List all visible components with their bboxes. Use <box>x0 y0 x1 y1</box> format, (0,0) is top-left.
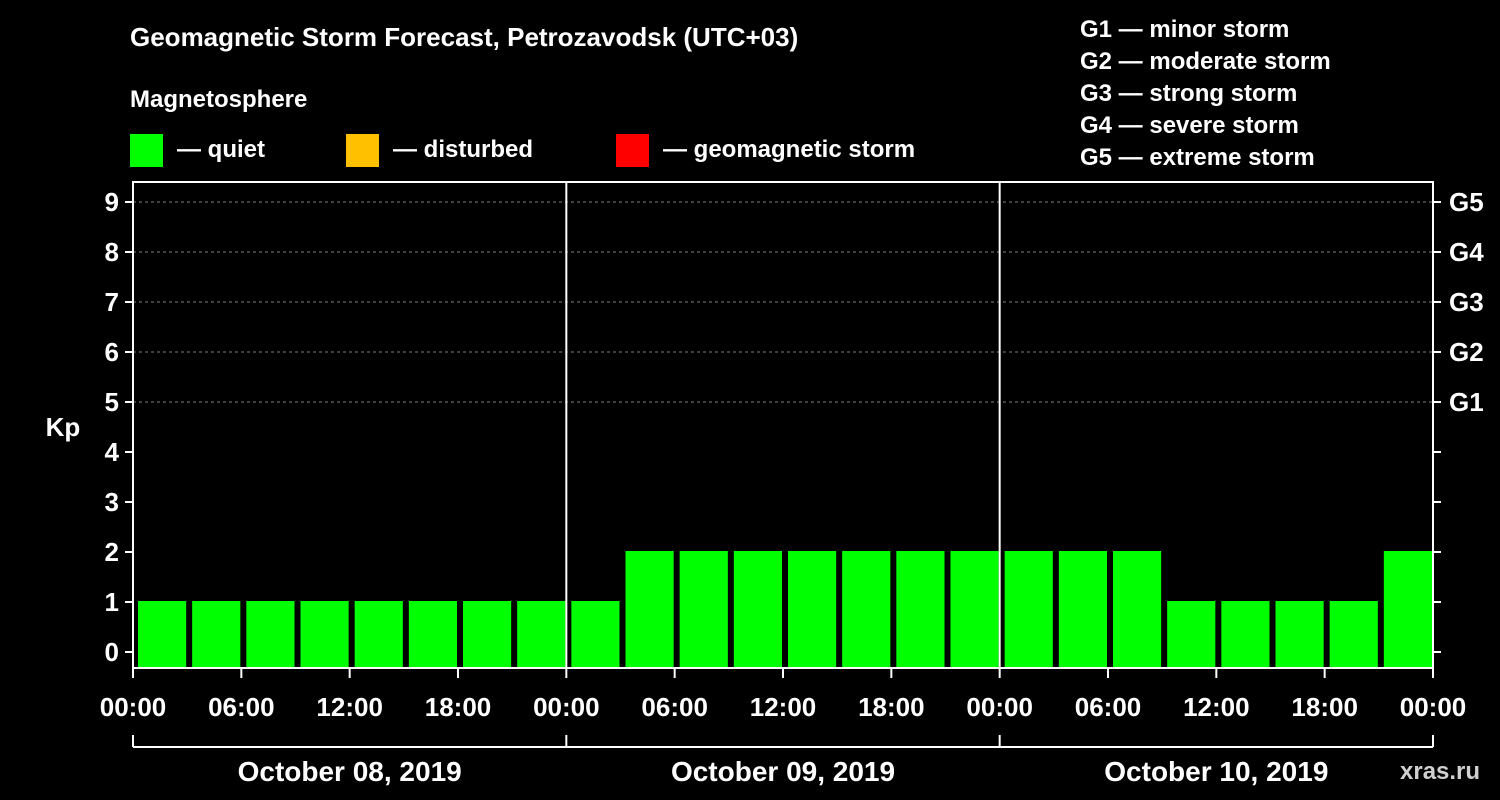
g-scale-g2: G2 — moderate storm <box>1080 48 1331 75</box>
kp-bar-8 <box>571 601 620 668</box>
chart-title: Geomagnetic Storm Forecast, Petrozavodsk… <box>130 22 799 52</box>
x-tick-label-9: 06:00 <box>1075 692 1142 722</box>
x-tick-label-8: 00:00 <box>966 692 1033 722</box>
g-level-label-g3: G3 <box>1449 287 1484 317</box>
legend-item-disturbed: — disturbed <box>346 133 533 167</box>
y-tick-label-4: 4 <box>105 437 120 467</box>
plot-frame <box>132 181 1434 669</box>
kp-bar-12 <box>788 551 837 668</box>
x-tick-label-6: 12:00 <box>750 692 817 722</box>
kp-bar-10 <box>679 551 728 668</box>
y-tick-label-3: 3 <box>105 487 119 517</box>
kp-bar-14 <box>896 551 945 668</box>
kp-bar-22 <box>1329 601 1378 668</box>
g-scale-legend: G1 — minor storm G2 — moderate storm G3 … <box>1080 14 1331 174</box>
x-tick-label-2: 12:00 <box>316 692 383 722</box>
kp-bar-2 <box>246 601 295 668</box>
g-scale-g3: G3 — strong storm <box>1080 80 1298 107</box>
x-tick-label-5: 06:00 <box>641 692 708 722</box>
watermark: xras.ru <box>1400 758 1481 785</box>
x-tick-label-7: 18:00 <box>858 692 925 722</box>
kp-bar-3 <box>300 601 349 668</box>
kp-bar-6 <box>463 601 512 668</box>
x-tick-label-10: 12:00 <box>1183 692 1250 722</box>
kp-bar-23 <box>1383 551 1432 668</box>
x-tick-label-0: 00:00 <box>100 692 167 722</box>
g-scale-g4: G4 — severe storm <box>1080 112 1299 139</box>
kp-bar-1 <box>192 601 241 668</box>
x-tick-label-11: 18:00 <box>1291 692 1358 722</box>
x-tick-label-3: 18:00 <box>425 692 492 722</box>
day-label-2: October 10, 2019 <box>1104 756 1328 787</box>
legend-label-storm: — geomagnetic storm <box>663 136 916 163</box>
legend-item-quiet: — quiet <box>130 133 265 167</box>
kp-bar-17 <box>1058 551 1107 668</box>
g-level-label-g1: G1 <box>1449 387 1484 417</box>
y-axis-label: Kp <box>46 412 81 442</box>
kp-bar-16 <box>1004 551 1053 668</box>
kp-bar-15 <box>950 551 999 668</box>
g-level-label-g4: G4 <box>1449 237 1484 267</box>
legend-label-quiet: — quiet <box>177 136 265 163</box>
y-tick-label-7: 7 <box>105 287 119 317</box>
g-level-label-g5: G5 <box>1449 187 1484 217</box>
kp-bar-18 <box>1113 551 1162 668</box>
kp-bar-0 <box>138 601 187 668</box>
legend-swatch-storm <box>616 133 649 167</box>
legend-heading: Magnetosphere <box>130 86 308 113</box>
legend-label-disturbed: — disturbed <box>393 136 534 163</box>
g-scale-g5: G5 — extreme storm <box>1080 144 1315 171</box>
kp-bar-9 <box>625 551 674 668</box>
kp-bar-11 <box>733 551 782 668</box>
y-tick-label-8: 8 <box>105 237 119 267</box>
kp-bar-21 <box>1275 601 1324 668</box>
day-label-0: October 08, 2019 <box>238 756 462 787</box>
y-tick-label-6: 6 <box>105 337 119 367</box>
day-label-1: October 09, 2019 <box>671 756 895 787</box>
x-tick-label-4: 00:00 <box>533 692 600 722</box>
g-level-label-g2: G2 <box>1449 337 1484 367</box>
kp-bar-13 <box>842 551 891 668</box>
y-tick-label-9: 9 <box>105 187 119 217</box>
y-tick-label-2: 2 <box>105 537 119 567</box>
legend-swatch-disturbed <box>346 133 379 167</box>
x-tick-label-1: 06:00 <box>208 692 275 722</box>
legend-swatch-quiet <box>130 133 163 167</box>
y-tick-label-0: 0 <box>105 637 119 667</box>
kp-bar-19 <box>1167 601 1216 668</box>
kp-bar-5 <box>408 601 457 668</box>
legend-item-storm: — geomagnetic storm <box>616 133 915 167</box>
g-scale-g1: G1 — minor storm <box>1080 16 1290 43</box>
kp-bar-20 <box>1221 601 1270 668</box>
y-tick-label-1: 1 <box>105 587 119 617</box>
y-tick-label-5: 5 <box>105 387 119 417</box>
kp-bar-7 <box>517 601 566 668</box>
x-tick-label-12: 00:00 <box>1400 692 1467 722</box>
kp-bar-4 <box>354 601 403 668</box>
